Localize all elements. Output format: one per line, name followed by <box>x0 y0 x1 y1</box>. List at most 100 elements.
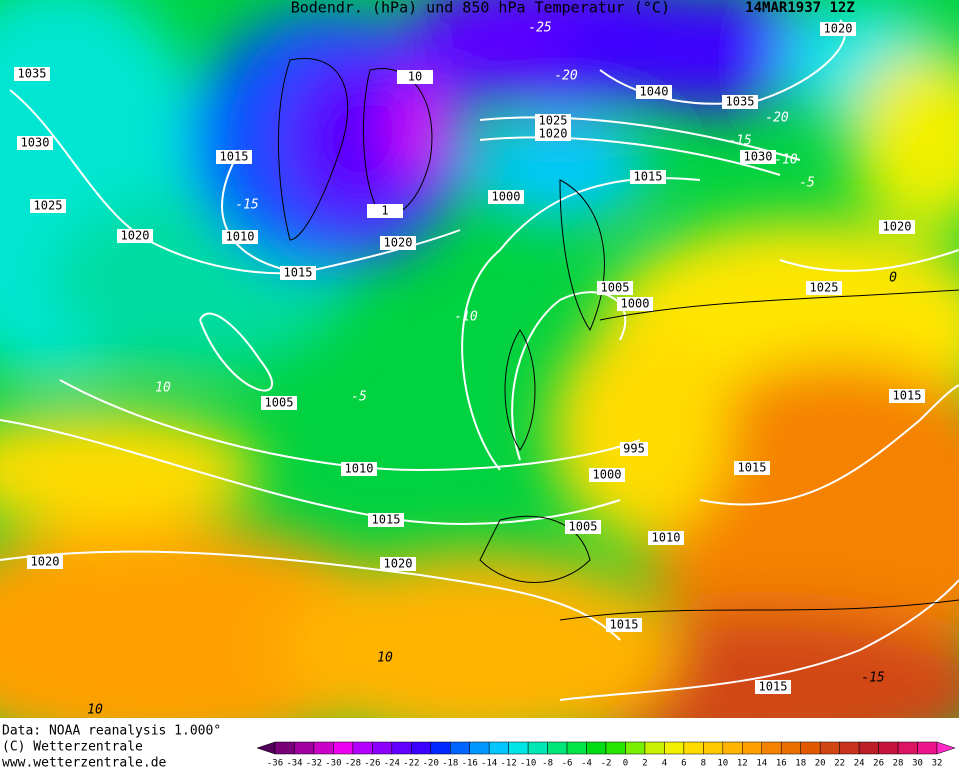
legend-label: -18 <box>442 759 458 769</box>
legend-label: -14 <box>481 759 497 769</box>
legend-swatch <box>313 741 334 755</box>
isobar-label: 1020 <box>31 555 60 569</box>
temperature-label: -20 <box>554 69 578 84</box>
isobar-label-box <box>367 204 403 218</box>
legend-label: 14 <box>756 759 767 769</box>
legend-label: 26 <box>873 759 884 769</box>
isobar-label: 1015 <box>220 150 249 164</box>
legend-swatch <box>644 741 665 755</box>
legend-swatch <box>625 741 646 755</box>
legend-label: 4 <box>662 759 667 769</box>
isobar-label-box <box>630 170 666 184</box>
legend-label: 22 <box>834 759 845 769</box>
legend-label: -16 <box>462 759 478 769</box>
isobar-label-box <box>535 114 571 128</box>
legend-swatch <box>917 741 938 755</box>
isobar-label: 1020 <box>384 557 413 571</box>
isobar-label-box <box>341 462 377 476</box>
temperature-label: -15 <box>235 198 259 213</box>
legend-label: 16 <box>776 759 787 769</box>
isobar-label-box <box>740 150 776 164</box>
legend-label: -2 <box>601 759 612 769</box>
legend-label: 2 <box>642 759 647 769</box>
temperature-label: 10 <box>377 651 393 666</box>
legend-swatch <box>800 741 821 755</box>
legend-swatch <box>527 741 548 755</box>
isobar-label: 1 <box>381 204 388 218</box>
legend-swatch <box>352 741 373 755</box>
isobar-label-box <box>820 22 856 36</box>
legend-swatch <box>547 741 568 755</box>
isobar-label: 1000 <box>593 468 622 482</box>
legend-swatch <box>664 741 685 755</box>
isobar-label-box <box>30 199 66 213</box>
legend-swatch <box>488 741 509 755</box>
legend-label: 28 <box>893 759 904 769</box>
isobar-label: 1010 <box>345 462 374 476</box>
map-date: 14MAR1937 12Z <box>745 0 855 16</box>
isobar-label: 1015 <box>284 266 313 280</box>
legend-swatch <box>411 741 432 755</box>
temperature-label: -15 <box>861 671 885 686</box>
isobar-label-box <box>380 236 416 250</box>
isobar-label-box <box>636 85 672 99</box>
footer-line: Data: NOAA reanalysis 1.000° <box>2 724 221 739</box>
map-title: Bodendr. (hPa) und 850 hPa Temperatur (°… <box>291 0 670 17</box>
legend-label: -34 <box>286 759 302 769</box>
isobars <box>0 19 959 701</box>
legend-label: -6 <box>562 759 573 769</box>
isobar-label: 1030 <box>21 136 50 150</box>
isobar-label: 1020 <box>883 220 912 234</box>
isobar-label: 1015 <box>610 618 639 632</box>
legend-label: -36 <box>267 759 283 769</box>
isobar-label: 1015 <box>738 461 767 475</box>
legend-swatch <box>508 741 529 755</box>
legend-swatch <box>742 741 763 755</box>
isobar-label: 1020 <box>539 127 568 141</box>
footer-line: www.wetterzentrale.de <box>2 756 167 771</box>
coastlines <box>277 58 959 621</box>
isobar-label-box <box>368 513 404 527</box>
legend-label: 12 <box>737 759 748 769</box>
isobar-label: 995 <box>623 442 645 456</box>
legend-swatch <box>761 741 782 755</box>
legend-label: -32 <box>306 759 322 769</box>
isobar-label: 1025 <box>539 114 568 128</box>
legend-swatch <box>858 741 879 755</box>
isobar-label: 1010 <box>226 230 255 244</box>
legend-swatch <box>586 741 607 755</box>
legend-label: -26 <box>364 759 380 769</box>
legend-swatch <box>703 741 724 755</box>
legend-swatch <box>897 741 918 755</box>
legend-label: -30 <box>325 759 341 769</box>
isobar-label: 1035 <box>726 95 755 109</box>
legend-swatch <box>274 741 295 755</box>
legend-swatch <box>780 741 801 755</box>
legend-swatch <box>294 741 315 755</box>
isobar-label: 1005 <box>601 281 630 295</box>
legend-label: 24 <box>854 759 865 769</box>
legend-arrow <box>936 741 956 755</box>
isobar-label-box <box>222 230 258 244</box>
isobar-label-box <box>734 461 770 475</box>
isobar-label-box <box>755 680 791 694</box>
legend-label: 8 <box>701 759 706 769</box>
temperature-label: -20 <box>765 111 789 126</box>
isobar-label-box <box>488 190 524 204</box>
legend-label: -20 <box>423 759 439 769</box>
isobar-label-box <box>597 281 633 295</box>
legend-swatch <box>819 741 840 755</box>
legend-swatch <box>372 741 393 755</box>
isobar-label-box <box>535 127 571 141</box>
legend-label: -28 <box>345 759 361 769</box>
isobar-label: 1035 <box>18 67 47 81</box>
legend-swatch <box>449 741 470 755</box>
isobar-label-box <box>380 557 416 571</box>
isobar-label: 1000 <box>492 190 521 204</box>
isobar-label: 1030 <box>744 150 773 164</box>
isobar-label: 1015 <box>759 680 788 694</box>
isobar-label: 1015 <box>634 170 663 184</box>
temperature-label: 10 <box>155 381 171 396</box>
legend-swatch <box>333 741 354 755</box>
